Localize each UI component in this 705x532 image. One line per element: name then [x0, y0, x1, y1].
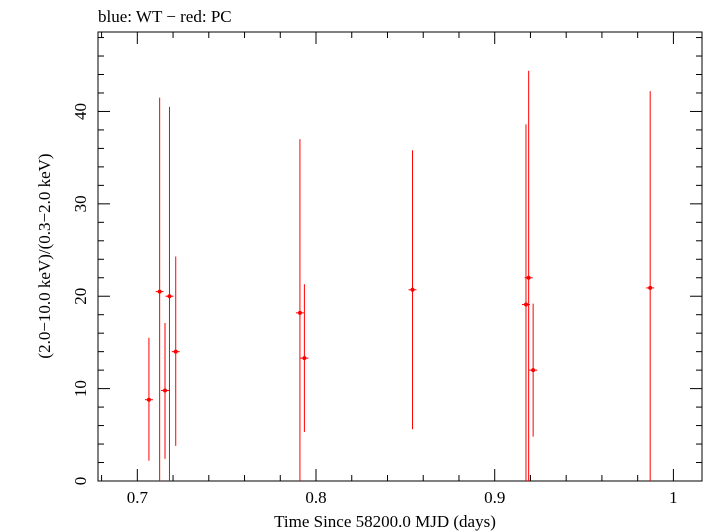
data-point [646, 91, 655, 481]
data-point [295, 139, 304, 481]
data-point [300, 284, 309, 433]
x-tick-label: 0.8 [305, 488, 326, 507]
point-marker [302, 356, 307, 361]
point-marker [146, 397, 151, 402]
y-axis-label: (2.0−10.0 keV)/(0.3−2.0 keV) [35, 153, 54, 358]
data-point [529, 303, 538, 437]
data-point [161, 323, 170, 459]
x-axis-label: Time Since 58200.0 MJD (days) [274, 512, 496, 531]
data-point [155, 97, 164, 481]
data-point [521, 124, 530, 481]
point-marker [173, 349, 178, 354]
chart-title: blue: WT − red: PC [98, 7, 232, 26]
point-marker [523, 302, 528, 307]
data-point [144, 337, 153, 461]
point-marker [163, 388, 168, 393]
data-points [144, 70, 655, 481]
data-point [524, 70, 533, 481]
point-marker [526, 275, 531, 280]
plot-frame [97, 31, 703, 482]
point-marker [531, 368, 536, 373]
y-tick-label: 10 [71, 380, 90, 397]
x-tick-label: 0.7 [127, 488, 149, 507]
x-tick-label: 1 [669, 488, 678, 507]
point-marker [157, 289, 162, 294]
point-marker [410, 287, 415, 292]
y-tick-label: 20 [71, 288, 90, 305]
point-marker [167, 294, 172, 299]
x-tick-label: 0.9 [484, 488, 505, 507]
y-tick-label: 0 [71, 477, 90, 486]
point-marker [648, 285, 653, 290]
data-point [165, 106, 174, 481]
y-tick-label: 30 [71, 195, 90, 212]
data-point [408, 150, 417, 430]
y-tick-label: 40 [71, 103, 90, 120]
data-point [171, 256, 180, 446]
point-marker [297, 310, 302, 315]
